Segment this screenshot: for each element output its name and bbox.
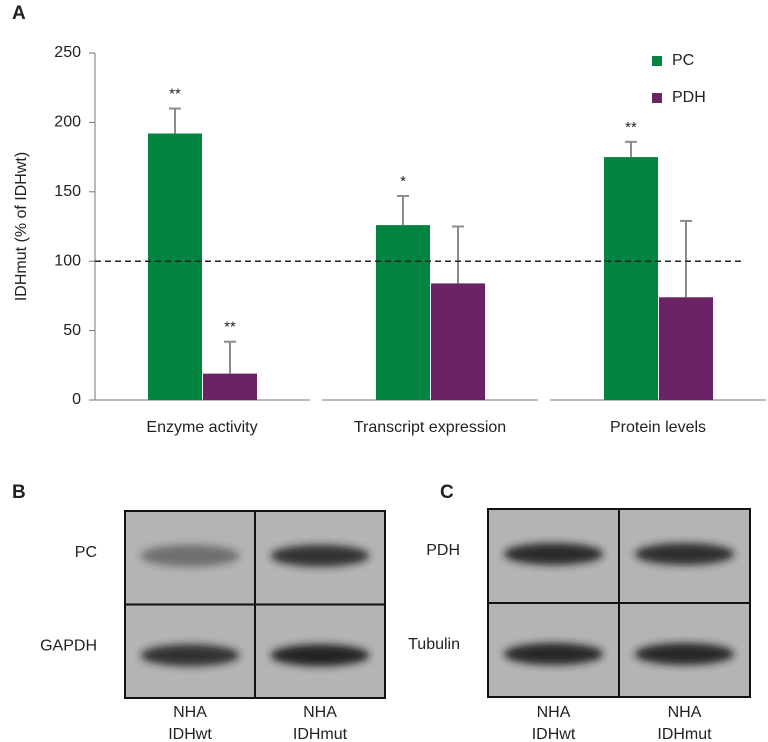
blot-row-label: Tubulin: [408, 636, 460, 653]
y-tick-label: 100: [54, 252, 81, 269]
legend-label: PC: [672, 52, 694, 69]
panel-label: B: [12, 482, 26, 503]
blot-lane-label: NHA: [303, 704, 337, 721]
panel-label: A: [12, 3, 26, 24]
y-axis-label: IDHmut (% of IDHwt): [13, 152, 30, 301]
bar: [431, 283, 485, 400]
blot-lane-label: NHA: [173, 704, 207, 721]
blot-band: [140, 644, 240, 667]
blot-row-label: PC: [75, 544, 97, 561]
significance: **: [224, 319, 236, 336]
legend-swatch: [652, 56, 662, 66]
blot-band: [503, 643, 604, 665]
y-tick-label: 0: [72, 391, 81, 408]
blot-band: [634, 543, 735, 565]
y-tick-label: 50: [63, 322, 81, 339]
blot-lane-label: IDHwt: [532, 726, 576, 742]
blot-lane-label: IDHmut: [293, 726, 348, 742]
blot-row-label: PDH: [426, 542, 460, 559]
bar: [604, 157, 658, 400]
blot-band: [270, 644, 370, 667]
panel-label: C: [440, 482, 454, 503]
y-tick-label: 150: [54, 183, 81, 200]
blot-band: [634, 643, 735, 665]
legend-swatch: [652, 93, 662, 103]
blot-lane-label: NHA: [668, 704, 702, 721]
blot-band: [270, 544, 370, 567]
legend-label: PDH: [672, 89, 706, 106]
significance: *: [400, 173, 406, 190]
blot-lane-label: NHA: [537, 704, 571, 721]
significance: **: [625, 119, 637, 136]
x-tick-label: Enzyme activity: [146, 419, 257, 436]
bar: [376, 225, 430, 400]
blot-band: [503, 543, 604, 565]
bar: [148, 133, 202, 400]
y-tick-label: 250: [54, 44, 81, 61]
significance: **: [169, 85, 181, 102]
blot-lane-label: IDHmut: [657, 726, 712, 742]
y-tick-label: 200: [54, 114, 81, 131]
blot-lane-label: IDHwt: [168, 726, 212, 742]
blot-band: [140, 544, 240, 567]
blot-row-label: GAPDH: [40, 637, 97, 654]
x-tick-label: Protein levels: [610, 419, 706, 436]
x-tick-label: Transcript expression: [354, 419, 506, 436]
bar: [659, 297, 713, 400]
bar: [203, 373, 257, 400]
